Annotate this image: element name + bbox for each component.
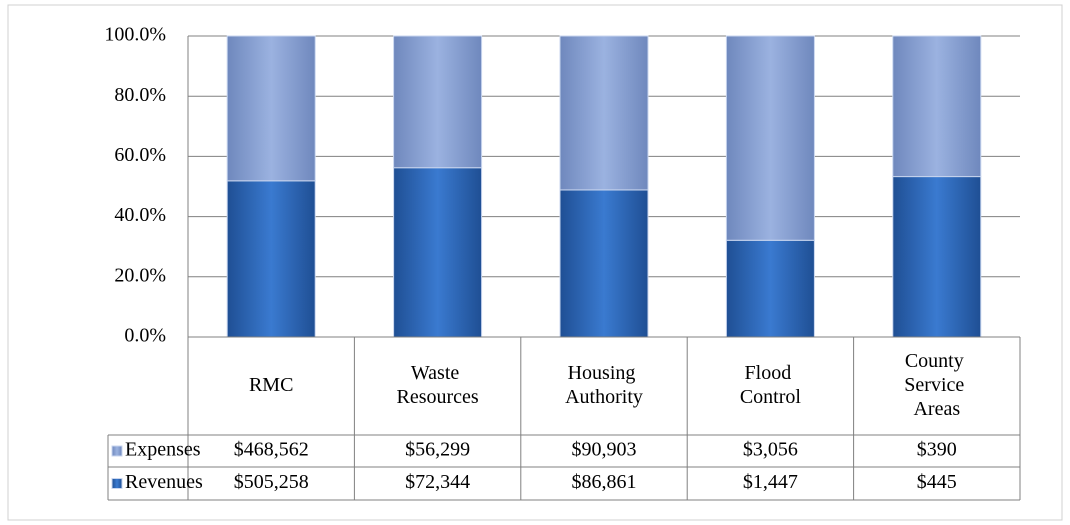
legend-label: Revenues [125,471,203,493]
y-tick-label: 100.0% [104,24,166,46]
table-value: $72,344 [405,471,470,493]
legend-marker [111,478,123,489]
table-value: $3,056 [743,439,798,461]
table-value: $390 [917,439,957,461]
y-tick-label: 60.0% [114,144,166,166]
table-value: $445 [917,471,957,493]
bar-segment [226,35,316,182]
bar-segment [559,189,649,338]
bar-segment [393,167,483,338]
y-tick-label: 20.0% [114,264,166,286]
bar-segment [892,176,982,338]
category-label: RMC [249,374,293,396]
table-value: $90,903 [572,439,637,461]
table-value: $86,861 [572,471,637,493]
table-value: $56,299 [405,439,470,461]
chart-frame [7,4,1063,521]
bar-segment [892,35,982,178]
bar-segment [725,35,815,241]
bar-segment [725,239,815,338]
y-tick-label: 80.0% [114,84,166,106]
y-tick-label: 0.0% [124,325,166,347]
table-value: $505,258 [234,471,309,493]
table-value: $468,562 [234,439,309,461]
category-label: Flood Control [740,362,802,408]
category-label: Waste Resources [396,362,478,408]
y-tick-label: 40.0% [114,204,166,226]
bar-segment [226,180,316,338]
table-value: $1,447 [743,471,798,493]
category-label: County Service Areas [904,350,969,420]
legend-marker [111,445,123,457]
category-label: Housing Authority [565,362,643,408]
bar-segment [393,35,483,169]
bar-segment [559,35,649,191]
legend-label: Expenses [125,439,201,461]
